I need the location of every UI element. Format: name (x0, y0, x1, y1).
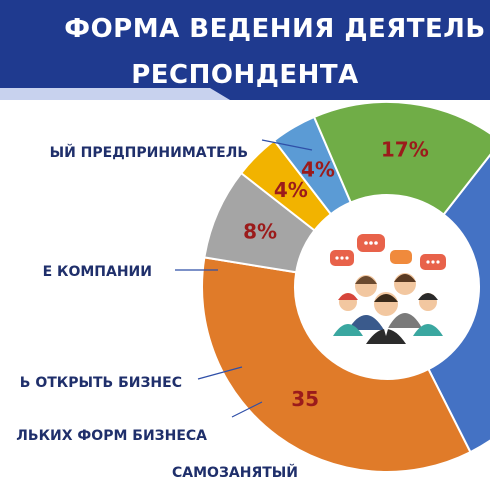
leader-line (231, 401, 263, 418)
slice-category-label: САМОЗАНЯТЫЙ (172, 464, 298, 481)
page-title-line-1: ФОРМА ВЕДЕНИЯ ДЕЯТЕЛЬ (64, 14, 486, 44)
slice-percent-label: 8% (243, 220, 277, 244)
slice-category-label: Е КОМПАНИИ (43, 264, 152, 280)
leader-line (261, 139, 313, 151)
slice-category-label: ЫЙ ПРЕДПРИНИМАТЕЛЬ (50, 144, 248, 161)
slice-percent-label: 35 (291, 387, 319, 411)
donut-hole (295, 195, 479, 379)
banner-background (0, 0, 490, 100)
slice-percent-label: 4% (274, 178, 308, 202)
chart-center (295, 195, 479, 379)
leader-line (197, 366, 243, 380)
slice-category-label: Ь ОТКРЫТЬ БИЗНЕС (20, 375, 182, 391)
title-banner: ФОРМА ВЕДЕНИЯ ДЕЯТЕЛЬ РЕСПОНДЕНТА (0, 0, 490, 100)
leader-lines (175, 139, 313, 418)
slice-category-label: ЛЬКИХ ФОРМ БИЗНЕСА (16, 428, 207, 444)
slice-percent-label: 17% (381, 138, 429, 162)
slice-percent-label: 4% (301, 157, 335, 181)
slice-percent-labels: 32%358%4%4%17% (243, 138, 429, 411)
page-title-line-2: РЕСПОНДЕНТА (131, 60, 359, 90)
group-of-people-with-speech-bubbles-icon (330, 234, 446, 344)
slice-labels: ЫЙ ПРЕДПРИНИМАТЕЛЬ САМОЗАНЯТЫЙ ЛЬКИХ ФОРМ … (16, 144, 298, 481)
page-title: ФОРМА ВЕДЕНИЯ ДЕЯТЕЛЬ РЕСПОНДЕНТА (0, 6, 490, 98)
